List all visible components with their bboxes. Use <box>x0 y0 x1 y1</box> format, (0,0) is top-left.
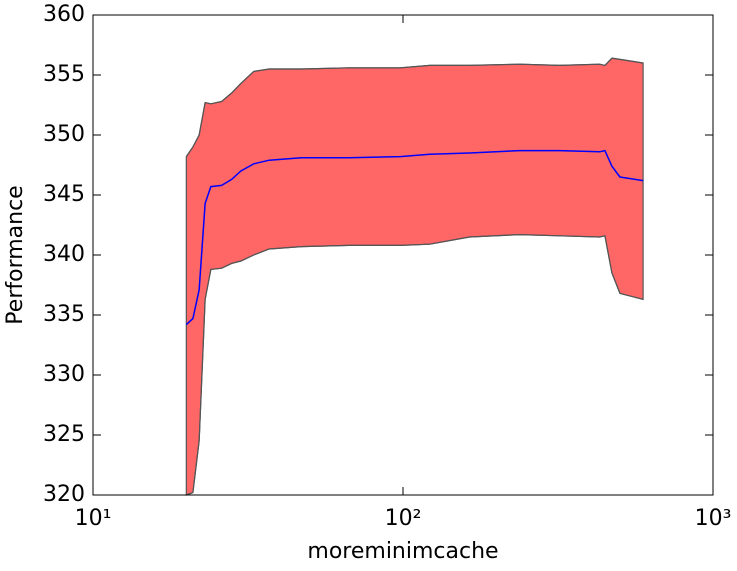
y-tick-label: 325 <box>43 422 85 447</box>
y-tick-label: 345 <box>43 182 85 207</box>
y-axis-label: Performance <box>3 185 28 324</box>
y-tick-label: 340 <box>43 242 85 267</box>
x-tick-label: 10² <box>385 506 422 531</box>
y-tick-label: 350 <box>43 122 85 147</box>
band-lower-edge <box>186 233 644 496</box>
y-tick-label: 360 <box>43 2 85 27</box>
mean-line <box>185 149 644 326</box>
y-tick-label: 320 <box>43 482 85 507</box>
band-upper-edge <box>185 57 644 157</box>
band-area <box>185 57 644 496</box>
x-axis-label: moreminimcache <box>307 539 498 564</box>
x-tick-label: 10³ <box>695 506 732 531</box>
y-tick-label: 355 <box>43 62 85 87</box>
x-tick-label: 10¹ <box>75 506 112 531</box>
y-tick-label: 335 <box>43 302 85 327</box>
y-tick-label: 330 <box>43 362 85 387</box>
